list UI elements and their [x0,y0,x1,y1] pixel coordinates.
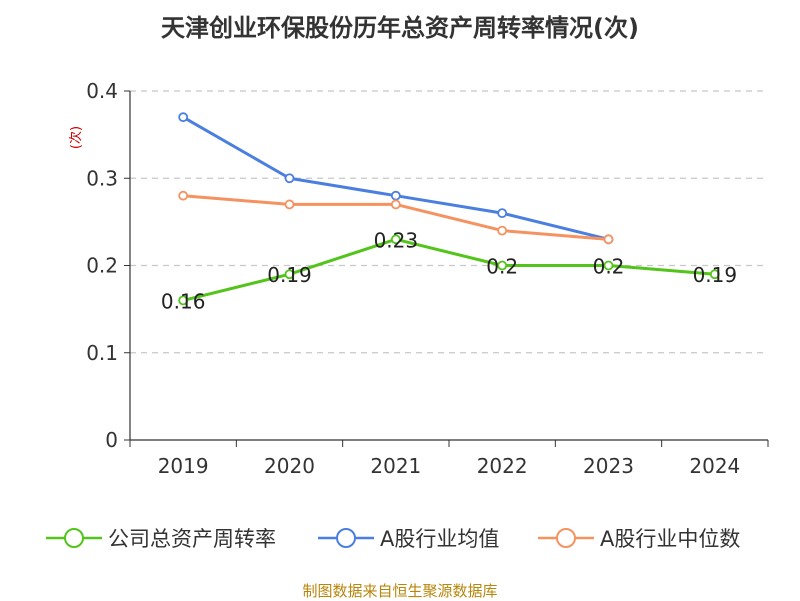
data-label: 0.2 [486,255,518,279]
data-point [497,208,508,219]
data-point [603,234,614,245]
legend-marker-industry-mean [318,528,374,548]
legend-circle [556,528,576,548]
x-tick-label: 2021 [370,454,421,478]
data-label: 0.23 [374,228,419,252]
series-lines [178,112,720,306]
legend-label-industry-mean: A股行业均值 [380,527,500,551]
y-tick-label: 0.2 [86,254,118,278]
legend-circle [64,528,84,548]
legend-circle [336,528,356,548]
x-tick-label: 2023 [583,454,634,478]
data-labels: 0.16 0.19 0.23 0.2 0.2 0.19 [161,228,737,313]
chart-title: 天津创业环保股份历年总资产周转率情况(次) [161,14,639,42]
y-tick-label: 0 [105,428,118,452]
legend-item-industry-mean[interactable]: A股行业均值 [318,520,499,556]
data-point [603,260,614,271]
data-label: 0.19 [693,263,738,287]
x-tick-label: 2019 [158,454,209,478]
data-label: 0.16 [161,289,206,313]
y-tick-label: 0.4 [86,79,118,103]
series-line-0 [182,237,715,302]
y-tick-label: 0.3 [86,166,118,190]
data-source-note: 制图数据来自恒生聚源数据库 [302,582,498,600]
data-point [497,260,508,271]
legend-item-company[interactable]: 公司总资产周转率 [46,520,276,556]
data-point [178,295,189,306]
data-label: 0.2 [593,255,625,279]
data-point [284,173,295,184]
data-label: 0.19 [267,263,312,287]
data-point [178,190,189,201]
data-point [284,269,295,280]
x-tick-label: 2020 [264,454,315,478]
data-point [390,234,401,245]
data-point [390,190,401,201]
legend-item-industry-median[interactable]: A股行业中位数 [538,520,740,556]
data-point [497,225,508,236]
y-tick-label: 0.1 [86,341,118,365]
axes: 0 0.1 0.2 0.3 0.4 2019 2020 2021 2022 2023 2024 [86,79,769,478]
legend-label-industry-median: A股行业中位数 [600,527,741,551]
legend-marker-company [46,528,102,548]
data-point [284,199,295,210]
legend-marker-industry-median [538,528,594,548]
data-point [178,112,189,123]
grid-lines [130,90,768,354]
data-point [709,269,720,280]
data-point [390,199,401,210]
x-tick-label: 2024 [689,454,740,478]
legend: 公司总资产周转率 A股行业均值 A股行业中位数 [0,520,800,556]
legend-label-company: 公司总资产周转率 [108,527,276,551]
x-tick-label: 2022 [477,454,528,478]
